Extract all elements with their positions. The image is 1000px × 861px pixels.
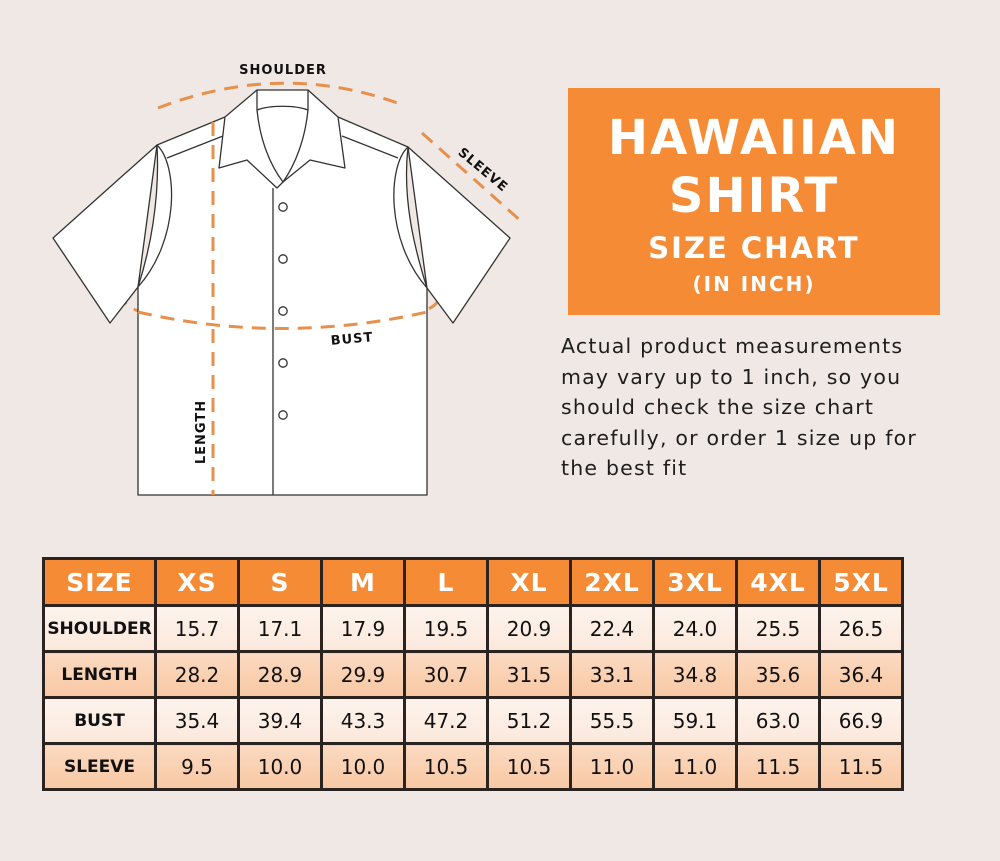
- header-size-3xl: 3XL: [652, 557, 738, 607]
- length-label: LENGTH: [194, 400, 209, 464]
- shoulder-label: SHOULDER: [239, 63, 327, 78]
- title-line-unit: (IN INCH): [692, 272, 816, 296]
- table-cell: 10.5: [486, 742, 572, 791]
- table-cell: 15.7: [154, 604, 240, 653]
- note-line: may vary up to 1 inch, so you: [561, 364, 902, 389]
- row-label: BUST: [42, 696, 157, 745]
- table-cell: 11.0: [652, 742, 738, 791]
- table-cell: 11.0: [569, 742, 655, 791]
- table-cell: 28.2: [154, 650, 240, 699]
- bust-measure-line: [137, 310, 428, 330]
- table-cell: 9.5: [154, 742, 240, 791]
- table-cell: 66.9: [818, 696, 904, 745]
- note-line: carefully, or order 1 size up for: [561, 425, 917, 450]
- table-cell: 26.5: [818, 604, 904, 653]
- row-label: SLEEVE: [42, 742, 157, 791]
- table-cell: 47.2: [403, 696, 489, 745]
- row-label: SHOULDER: [42, 604, 157, 653]
- table-row-length: LENGTH 28.2 28.9 29.9 30.7 31.5 33.1 34.8 35.6 36…: [42, 650, 904, 699]
- table-cell: 59.1: [652, 696, 738, 745]
- table-row-bust: BUST 35.4 39.4 43.3 47.2 51.2 55.5 59.1 63.0 66.9: [42, 696, 904, 745]
- table-cell: 35.6: [735, 650, 821, 699]
- table-cell: 11.5: [735, 742, 821, 791]
- header-size-xs: XS: [154, 557, 240, 607]
- table-cell: 29.9: [320, 650, 406, 699]
- title-line-shirt: SHIRT: [668, 168, 840, 224]
- header-size-5xl: 5XL: [818, 557, 904, 607]
- table-cell: 34.8: [652, 650, 738, 699]
- header-size-2xl: 2XL: [569, 557, 655, 607]
- header-size-m: M: [320, 557, 406, 607]
- table-cell: 19.5: [403, 604, 489, 653]
- table-cell: 39.4: [237, 696, 323, 745]
- table-cell: 24.0: [652, 604, 738, 653]
- shirt-measurement-diagram: SHOULDER SLEEVE BUST LENGTH: [52, 63, 523, 496]
- table-cell: 51.2: [486, 696, 572, 745]
- table-cell: 22.4: [569, 604, 655, 653]
- title-banner: HAWAIIAN SHIRT SIZE CHART (IN INCH): [568, 88, 940, 315]
- header-size: SIZE: [42, 557, 157, 607]
- table-cell: 36.4: [818, 650, 904, 699]
- row-label: LENGTH: [42, 650, 157, 699]
- table-cell: 10.0: [320, 742, 406, 791]
- shirt-outline: [52, 89, 511, 496]
- table-cell: 43.3: [320, 696, 406, 745]
- table-cell: 28.9: [237, 650, 323, 699]
- note-line: Actual product measurements: [561, 334, 904, 358]
- note-line: should check the size chart: [561, 395, 875, 419]
- table-cell: 63.0: [735, 696, 821, 745]
- table-cell: 10.5: [403, 742, 489, 791]
- table-cell: 11.5: [818, 742, 904, 791]
- size-chart-table: SIZE XS S M L XL 2XL 3XL 4XL 5XL SHOULDER 15.7 17.1…: [42, 557, 904, 791]
- table-header-row: SIZE XS S M L XL 2XL 3XL 4XL 5XL: [42, 557, 904, 607]
- table-row-sleeve: SLEEVE 9.5 10.0 10.0 10.5 10.5 11.0 11.0 11.5 11.…: [42, 742, 904, 791]
- table-row-shoulder: SHOULDER 15.7 17.1 17.9 19.5 20.9 22.4 24.0 25.5…: [42, 604, 904, 653]
- table-cell: 33.1: [569, 650, 655, 699]
- header-size-xl: XL: [486, 557, 572, 607]
- table-cell: 55.5: [569, 696, 655, 745]
- table-cell: 30.7: [403, 650, 489, 699]
- bust-label: BUST: [330, 330, 374, 349]
- table-cell: 10.0: [237, 742, 323, 791]
- header-size-4xl: 4XL: [735, 557, 821, 607]
- title-line-hawaiian: HAWAIIAN: [607, 110, 901, 166]
- table-cell: 17.1: [237, 604, 323, 653]
- table-cell: 25.5: [735, 604, 821, 653]
- header-size-l: L: [403, 557, 489, 607]
- measurement-note: Actual product measurements may vary up …: [561, 331, 961, 484]
- table-cell: 31.5: [486, 650, 572, 699]
- table-cell: 17.9: [320, 604, 406, 653]
- table-cell: 35.4: [154, 696, 240, 745]
- note-line: the best fit: [561, 456, 688, 480]
- header-size-s: S: [237, 557, 323, 607]
- table-cell: 20.9: [486, 604, 572, 653]
- shoulder-measure-line: [157, 81, 404, 110]
- title-line-size-chart: SIZE CHART: [648, 231, 860, 265]
